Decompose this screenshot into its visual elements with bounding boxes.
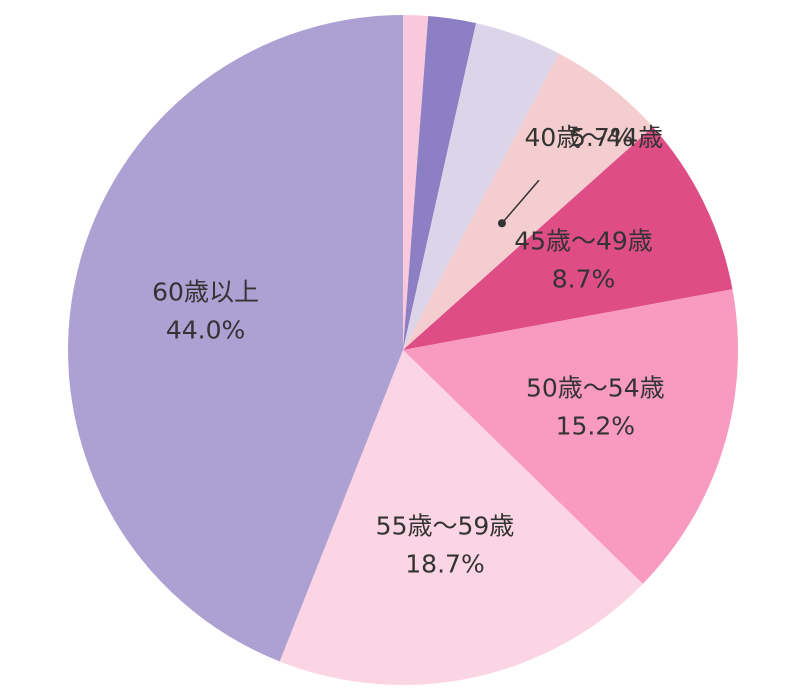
pie-slice xyxy=(279,350,643,685)
pie-slice xyxy=(403,23,559,351)
value-label: 18.7% xyxy=(405,550,484,579)
leader-dot xyxy=(497,219,506,228)
pie-slice xyxy=(403,15,429,350)
value-label: 5.7% xyxy=(570,123,634,152)
slice-label: 55歳〜59歳 xyxy=(376,512,515,541)
pie-slice xyxy=(67,15,403,662)
pie-slice xyxy=(403,15,477,350)
value-label: 15.2% xyxy=(556,411,635,440)
slice-label: 60歳以上 xyxy=(152,277,259,306)
value-label: 44.0% xyxy=(166,315,245,344)
slice-label: 40歳〜44歳 xyxy=(524,123,663,152)
slice-label: 50歳〜54歳 xyxy=(526,373,665,402)
leader-line xyxy=(501,179,540,224)
pie-slice xyxy=(403,126,733,351)
slice-label: 45歳〜49歳 xyxy=(514,227,653,256)
pie-slice xyxy=(403,53,653,350)
value-label: 8.7% xyxy=(552,265,616,294)
pie-slice xyxy=(403,289,738,584)
